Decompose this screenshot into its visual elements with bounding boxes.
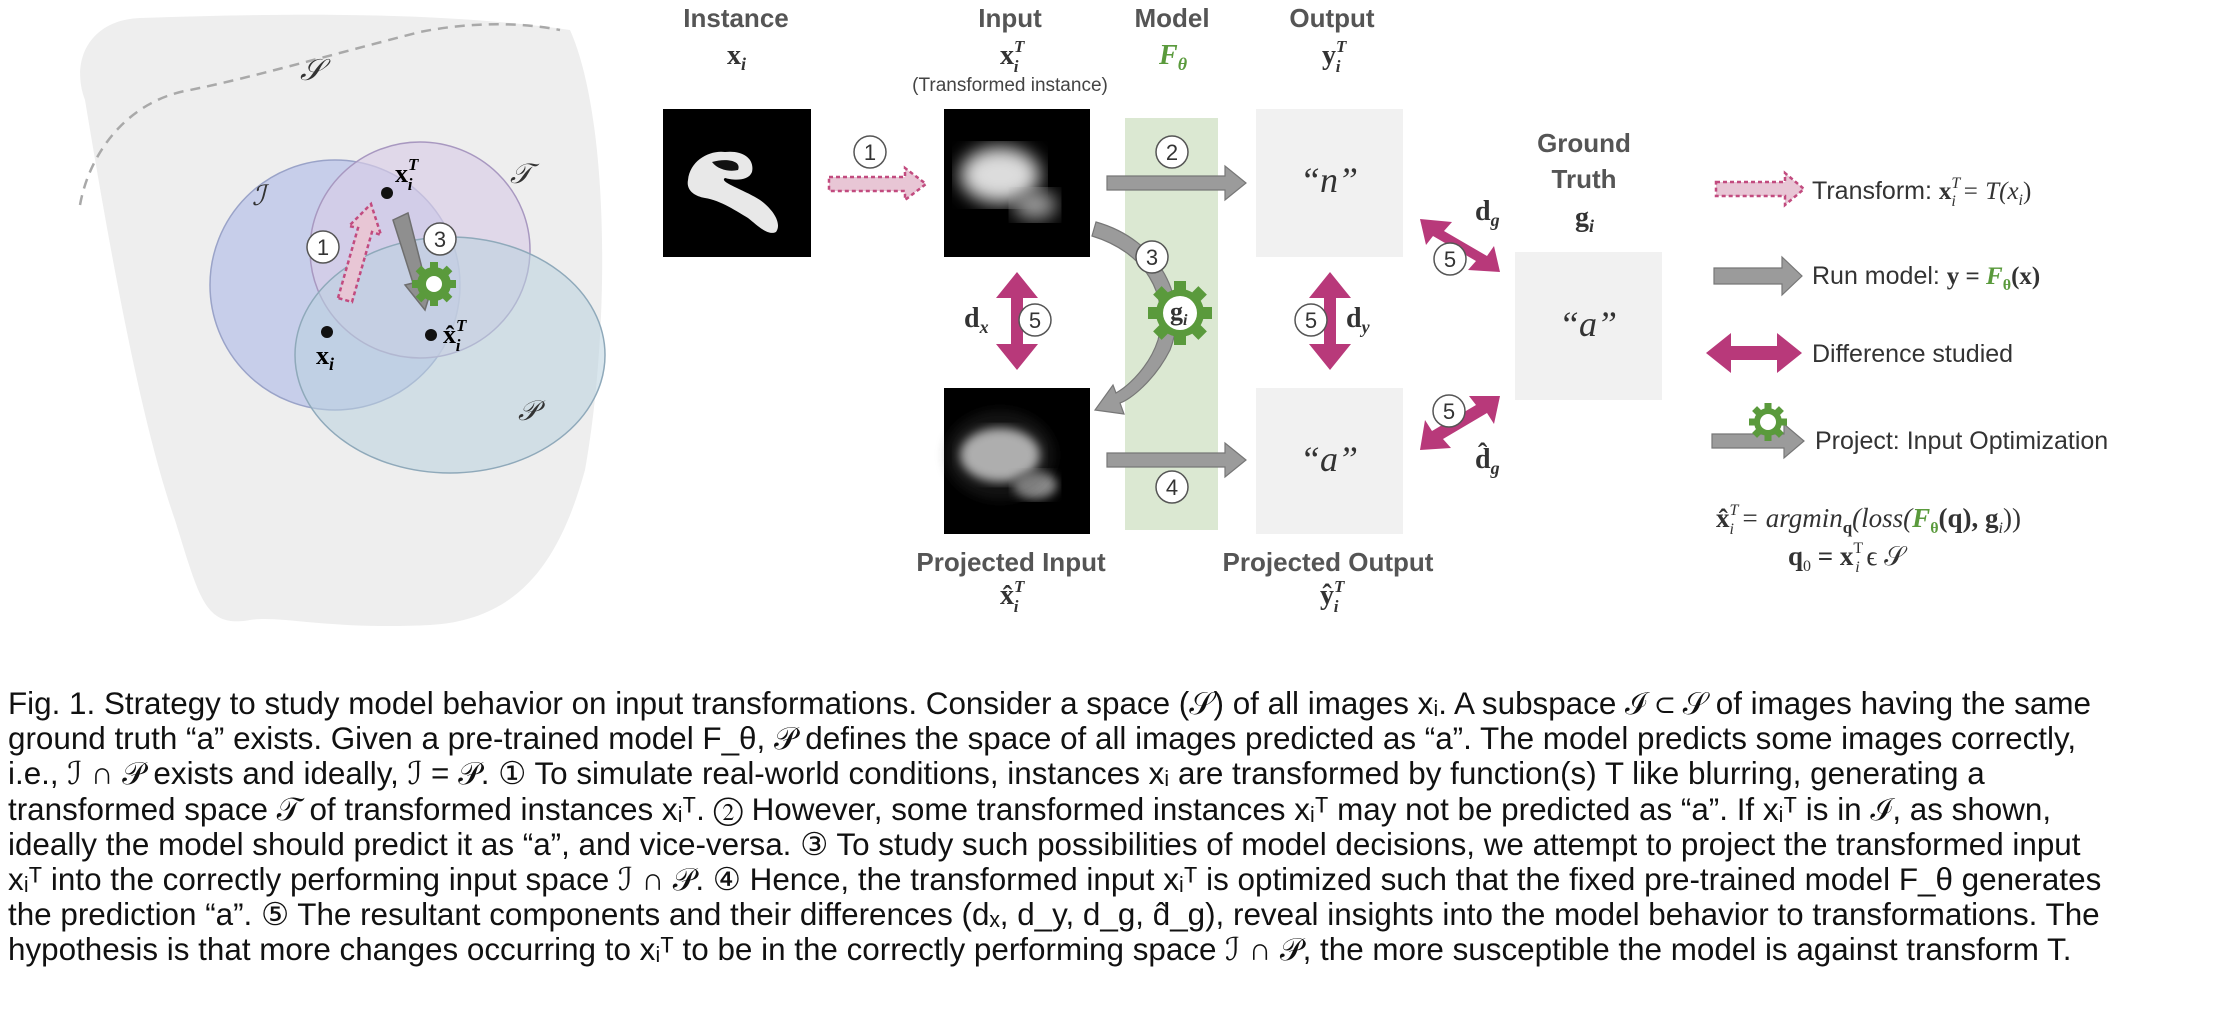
legend-formula-1: x̂T i = argminq(loss(Fθ(q), gi)) — [1716, 502, 2021, 538]
point-xhat — [425, 329, 437, 341]
diff-arrow-dx — [996, 272, 1038, 370]
instance-image — [663, 109, 811, 257]
dg-hat-label: d̂g — [1475, 443, 1500, 478]
venn-gear-icon — [412, 262, 456, 306]
caption-line-7: the prediction “a”. ⑤ The resultant comp… — [8, 897, 2100, 933]
legend-project-text: Project: Input Optimization — [1815, 427, 2108, 455]
model-title: Model — [1134, 3, 1209, 33]
caption-line-5: ideally the model should predict it as “… — [8, 826, 2081, 862]
svg-text:4: 4 — [1166, 475, 1178, 500]
legend-project-arrow-icon — [1711, 422, 1805, 460]
diff-arrow-dy — [1309, 272, 1351, 370]
output-symbol: yT i — [1322, 37, 1347, 76]
caption-line-3: i.e., ℐ ∩ 𝒫 exists and ideally, ℐ = 𝒫. ①… — [8, 756, 1985, 792]
diff-arrow-dg — [1420, 219, 1500, 272]
step2-badge — [1155, 135, 1189, 169]
svg-text:5: 5 — [1305, 308, 1317, 333]
ground-truth-value: “a” — [1559, 304, 1617, 344]
step5-badge-dy — [1294, 303, 1328, 337]
caption-line-2: ground truth “a” exists. Given a pre-tra… — [8, 721, 2077, 757]
input-note: (Transformed instance) — [912, 75, 1108, 96]
svg-text:5: 5 — [1029, 308, 1041, 333]
svg-text:xTi: xT i — [395, 155, 419, 194]
point-xi — [321, 326, 333, 338]
instance-title: Instance — [683, 3, 789, 33]
dg-label: dg — [1475, 196, 1500, 230]
projected-output-title: Projected Output — [1223, 547, 1434, 577]
svg-text:3: 3 — [1146, 245, 1158, 270]
svg-text:3: 3 — [434, 227, 446, 252]
projected-input-title: Projected Input — [916, 547, 1106, 577]
output-bottom-value: “a” — [1300, 439, 1358, 479]
venn-step3-badge — [423, 222, 457, 256]
run-arrow-bottom — [1106, 441, 1247, 479]
legend-formula-2: q0 = xT i ϵ 𝒮 — [1788, 540, 1908, 576]
output-bottom-box — [1256, 388, 1403, 534]
legend-run-arrow-icon — [1713, 255, 1803, 297]
figure-diagram: 𝒮 ℐ 𝒯 𝒫 xi xT i x̂T i — [78, 3, 2108, 627]
legend-gear-icon — [1749, 403, 1787, 441]
legend-transform-text: Transform: xT i = T(xi) — [1812, 175, 2031, 210]
ground-truth-box — [1515, 252, 1662, 400]
venn-step1-badge — [306, 230, 340, 264]
step3-badge — [1135, 240, 1169, 274]
input-title: Input — [978, 3, 1042, 33]
legend-diff-arrow-icon — [1706, 333, 1802, 373]
caption-line-4: transformed space 𝒯 of transformed insta… — [8, 791, 2052, 827]
step1-badge — [853, 135, 887, 169]
step5-badge-dg — [1433, 242, 1467, 276]
legend-run-text: Run model: y = Fθ(x) — [1812, 262, 2040, 294]
dx-label: dx — [964, 303, 989, 337]
svg-text:1: 1 — [864, 140, 876, 165]
legend-diff-text: Difference studied — [1812, 340, 2013, 368]
input-image — [944, 109, 1090, 257]
step5-badge-dg-hat — [1432, 394, 1466, 428]
projected-output-symbol: ŷT i — [1320, 577, 1345, 616]
gt-title-line2: Truth — [1552, 164, 1617, 194]
figure-caption: Fig. 1. Strategy to study model behavior… — [8, 686, 2212, 968]
transform-arrow — [827, 165, 929, 203]
svg-text:1: 1 — [317, 235, 329, 260]
model-symbol: Fθ — [1158, 40, 1188, 74]
legend-transform-arrow-icon — [1714, 170, 1806, 208]
instance-symbol: xi — [727, 40, 746, 74]
output-top-box — [1256, 109, 1403, 257]
caption-line-6: xᵢᵀ into the correctly performing input … — [8, 862, 2102, 898]
venn-transform-arrow — [336, 201, 383, 304]
gear-label: gi — [1170, 297, 1188, 329]
input-symbol: xT i — [1000, 37, 1025, 76]
caption-line-8: hypothesis is that more changes occurrin… — [8, 932, 2072, 968]
step5-badge-dx — [1018, 303, 1052, 337]
svg-text:2: 2 — [1166, 140, 1178, 165]
dy-label: dy — [1346, 303, 1371, 337]
venn-panel: 𝒮 ℐ 𝒯 𝒫 xi xT i x̂T i — [78, 14, 606, 627]
gt-symbol: gi — [1575, 202, 1594, 236]
run-arrow-top — [1106, 164, 1247, 202]
projected-input-image — [944, 388, 1090, 534]
space-s-boundary — [78, 23, 561, 206]
point-xiT-label: x — [395, 159, 408, 188]
gt-title-line1: Ground — [1537, 128, 1631, 158]
point-xhat-label: x̂ — [443, 320, 456, 349]
point-xi-label: x — [316, 341, 329, 370]
projected-input-symbol: x̂T i — [1000, 577, 1025, 616]
output-title: Output — [1289, 3, 1375, 33]
caption-line-1: Fig. 1. Strategy to study model behavior… — [8, 686, 2091, 721]
svg-text:5: 5 — [1444, 247, 1456, 272]
svg-text:x̂Ti: x̂T i — [443, 316, 467, 355]
svg-text:5: 5 — [1443, 399, 1455, 424]
legend: Transform: xT i = T(xi) Run model: y = Fθ… — [1706, 170, 2108, 576]
step4-badge — [1155, 470, 1189, 504]
point-xiT — [381, 187, 393, 199]
output-top-value: “n” — [1300, 160, 1358, 200]
svg-text:xi: xi — [316, 341, 334, 374]
